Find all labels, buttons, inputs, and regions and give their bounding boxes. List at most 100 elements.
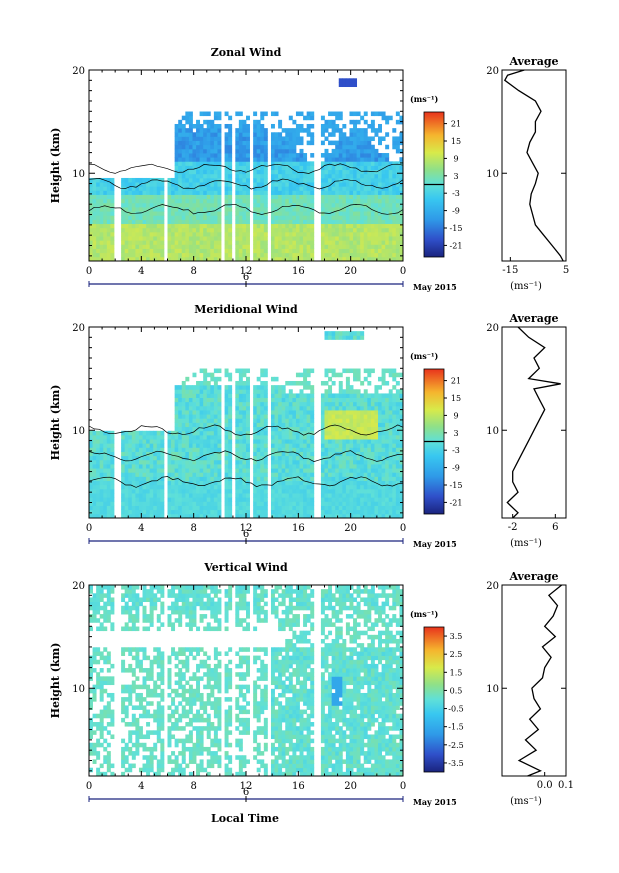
x-tick-label: 0 bbox=[86, 523, 92, 534]
panel-title: Zonal Wind bbox=[211, 46, 282, 59]
colorbar-tick-label: 9 bbox=[453, 411, 458, 420]
profile-unit: (ms⁻¹) bbox=[510, 796, 542, 807]
colorbar-tick-label: -1.5 bbox=[448, 723, 463, 732]
x-tick-label: 20 bbox=[344, 266, 357, 277]
profile-y-tick-label: 20 bbox=[486, 66, 499, 77]
x-tick-label: 0 bbox=[86, 266, 92, 277]
profile-line bbox=[517, 584, 563, 777]
profile-unit: (ms⁻¹) bbox=[510, 281, 542, 292]
colorbar-tick-label: -9 bbox=[452, 207, 460, 216]
x-tick-label: 16 bbox=[292, 781, 305, 792]
colorbar-tick-label: 21 bbox=[451, 377, 461, 386]
profile-x-tick-label: 5 bbox=[563, 265, 569, 276]
profile-y-tick-label: 10 bbox=[486, 426, 499, 437]
colorbar-tick-label: -9 bbox=[452, 464, 460, 473]
x-tick-label: 4 bbox=[138, 266, 144, 277]
date-label: May 2015 bbox=[413, 282, 457, 292]
x-tick-label: 0 bbox=[400, 266, 406, 277]
colorbar-tick-label: -3 bbox=[452, 189, 460, 198]
panel-zonal: Zonal Wind 0 4 8 12 16 20 0 10 20 Height (km) 6 May … bbox=[49, 46, 569, 292]
profile-y-tick-label: 10 bbox=[486, 169, 499, 180]
contour-line bbox=[88, 450, 404, 462]
profile-x-tick-label: 0.1 bbox=[558, 780, 574, 791]
x-tick-label: 8 bbox=[190, 266, 196, 277]
profile-x-tick-label: 6 bbox=[552, 522, 558, 533]
x-tick-label: 8 bbox=[190, 781, 196, 792]
x-tick-label: 4 bbox=[138, 523, 144, 534]
y-tick-label: 20 bbox=[72, 66, 85, 77]
colorbar-tick-label: 3 bbox=[453, 172, 458, 181]
contour-line bbox=[88, 424, 404, 436]
colorbar-tick-label: 15 bbox=[451, 394, 461, 403]
colorbar-tick-label: -3 bbox=[452, 446, 460, 455]
contour-line bbox=[88, 203, 404, 215]
colorbar-unit: (ms⁻¹) bbox=[410, 94, 438, 104]
colorbar-tick-label: 0.5 bbox=[450, 686, 463, 695]
contour-lines bbox=[88, 163, 404, 215]
heatmap-cells bbox=[89, 585, 404, 777]
colorbar-tick-label: 2.5 bbox=[450, 650, 463, 659]
colorbar-tick-label: -15 bbox=[450, 481, 463, 490]
date-label: May 2015 bbox=[413, 539, 457, 549]
heatmap-cells bbox=[89, 78, 404, 262]
profile-line bbox=[506, 326, 561, 519]
profile-frame bbox=[501, 326, 567, 519]
y-tick-label: 10 bbox=[72, 169, 85, 180]
x-tick-label: 0 bbox=[400, 781, 406, 792]
panel-title: Vertical Wind bbox=[203, 561, 288, 574]
profile-unit: (ms⁻¹) bbox=[510, 538, 542, 549]
day-label: 6 bbox=[243, 787, 249, 798]
y-axis-label: Height (km) bbox=[49, 385, 62, 461]
x-tick-label: 12 bbox=[240, 523, 253, 534]
colorbar-unit: (ms⁻¹) bbox=[410, 351, 438, 361]
x-tick-label: 8 bbox=[190, 523, 196, 534]
panel-vertical: Vertical Wind 0 4 8 12 16 20 0 10 20 Height (km) 6 M… bbox=[49, 561, 574, 807]
heatmap-cells bbox=[89, 331, 404, 519]
profile-x-tick-label: -2 bbox=[508, 522, 518, 533]
profile-y-tick-label: 20 bbox=[486, 581, 499, 592]
contour-line bbox=[88, 476, 404, 488]
y-tick-label: 20 bbox=[72, 581, 85, 592]
x-tick-label: 12 bbox=[240, 266, 253, 277]
date-label: May 2015 bbox=[413, 797, 457, 807]
panel-title: Meridional Wind bbox=[194, 303, 298, 316]
x-axis-label: Local Time bbox=[211, 812, 279, 825]
profile-x-tick-label: 0.0 bbox=[537, 780, 553, 791]
profile-title: Average bbox=[508, 55, 558, 68]
x-tick-label: 0 bbox=[86, 781, 92, 792]
colorbar-unit: (ms⁻¹) bbox=[410, 609, 438, 619]
profile-line bbox=[503, 69, 564, 262]
profile-y-tick-label: 20 bbox=[486, 323, 499, 334]
x-tick-label: 4 bbox=[138, 781, 144, 792]
x-tick-label: 0 bbox=[400, 523, 406, 534]
profile-y-tick-label: 10 bbox=[486, 684, 499, 695]
colorbar-tick-label: 3.5 bbox=[450, 632, 463, 641]
panel-meridional: Meridional Wind 0 4 8 12 16 20 0 10 20 Height (km)… bbox=[49, 303, 567, 549]
profile-title: Average bbox=[508, 570, 558, 583]
x-tick-label: 16 bbox=[292, 523, 305, 534]
profile-frame bbox=[501, 69, 567, 262]
colorbar-tick-label: 21 bbox=[451, 120, 461, 129]
colorbar-tick-label: -21 bbox=[450, 498, 463, 507]
colorbar-tick-label: -2.5 bbox=[448, 741, 463, 750]
contour-line bbox=[88, 178, 404, 190]
contour-line bbox=[88, 163, 404, 174]
colorbar-tick-label: 1.5 bbox=[450, 668, 463, 677]
colorbar-tick-label: -15 bbox=[450, 224, 463, 233]
colorbar-tick-label: -21 bbox=[450, 241, 463, 250]
profile-title: Average bbox=[508, 312, 558, 325]
colorbar-tick-label: -3.5 bbox=[448, 759, 463, 768]
colorbar-tick-label: 3 bbox=[453, 429, 458, 438]
y-axis-label: Height (km) bbox=[49, 643, 62, 719]
profile-x-tick-label: -15 bbox=[502, 265, 518, 276]
colorbar bbox=[423, 626, 445, 773]
y-axis-label: Height (km) bbox=[49, 128, 62, 204]
y-tick-label: 10 bbox=[72, 426, 85, 437]
contour-lines bbox=[88, 424, 404, 488]
profile-frame bbox=[501, 584, 567, 777]
x-tick-label: 16 bbox=[292, 266, 305, 277]
x-tick-label: 12 bbox=[240, 781, 253, 792]
y-tick-label: 20 bbox=[72, 323, 85, 334]
x-tick-label: 20 bbox=[344, 523, 357, 534]
